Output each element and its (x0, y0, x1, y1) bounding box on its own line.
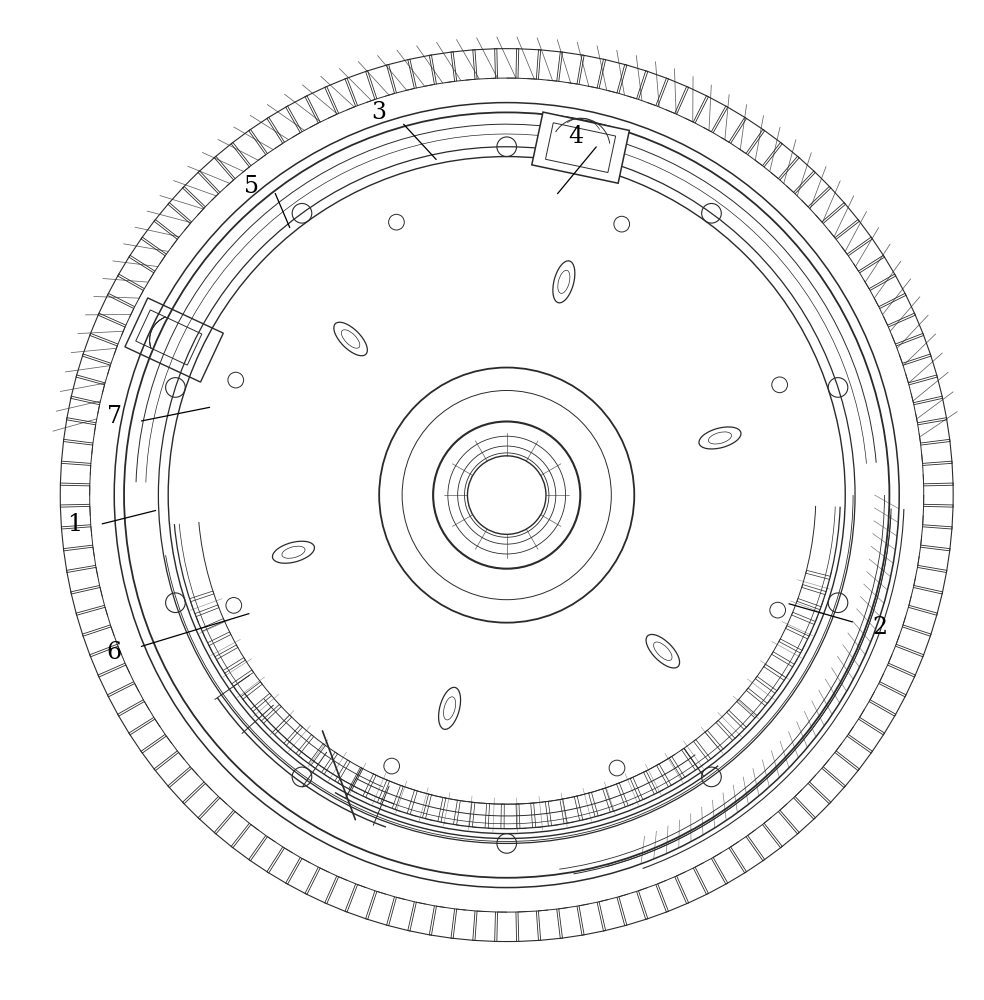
Text: 4: 4 (568, 125, 583, 148)
Text: 5: 5 (244, 175, 259, 198)
Text: 1: 1 (68, 513, 83, 536)
Text: 2: 2 (872, 616, 888, 639)
Polygon shape (531, 112, 630, 183)
Text: 3: 3 (372, 101, 387, 124)
Text: 7: 7 (106, 405, 122, 428)
Text: 6: 6 (106, 641, 122, 664)
